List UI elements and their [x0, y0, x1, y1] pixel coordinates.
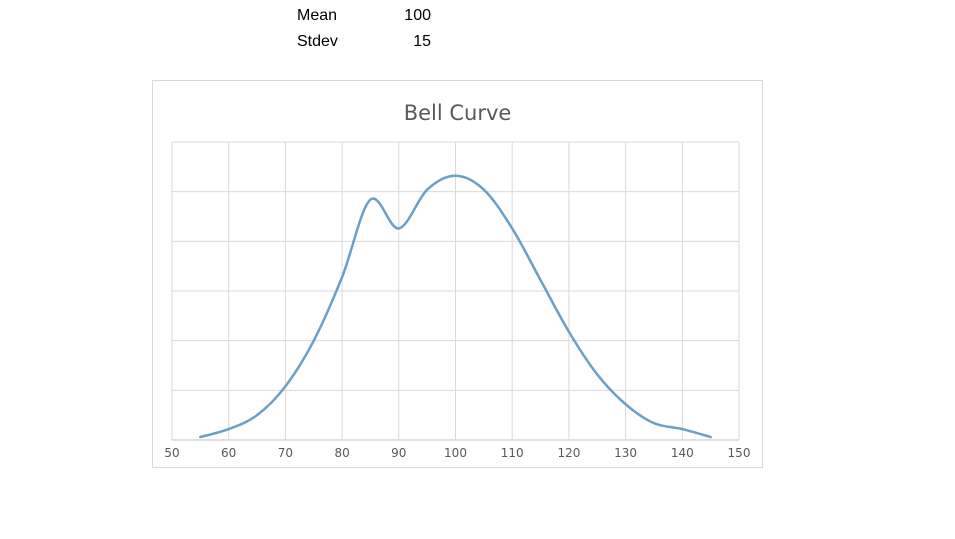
- chart-title: Bell Curve: [403, 101, 512, 125]
- x-tick-label: 80: [334, 446, 349, 460]
- x-tick-label: 130: [614, 446, 637, 460]
- x-tick-label: 60: [221, 446, 236, 460]
- stdev-value[interactable]: 15: [413, 33, 431, 50]
- x-tick-label: 110: [501, 446, 524, 460]
- x-tick-label: 120: [557, 446, 580, 460]
- mean-label: Mean: [297, 7, 338, 24]
- series-line-0: [199, 174, 712, 439]
- x-tick-label: 100: [444, 446, 467, 460]
- x-tick-label: 70: [278, 446, 293, 460]
- chart-area[interactable]: Bell Curve: [152, 80, 763, 468]
- x-tick-label: 50: [164, 446, 179, 460]
- stdev-label: Stdev: [297, 33, 338, 50]
- x-tick-label: 150: [728, 446, 751, 460]
- x-tick-label: 90: [391, 446, 406, 460]
- mean-value[interactable]: 100: [404, 7, 431, 24]
- x-tick-label: 140: [671, 446, 694, 460]
